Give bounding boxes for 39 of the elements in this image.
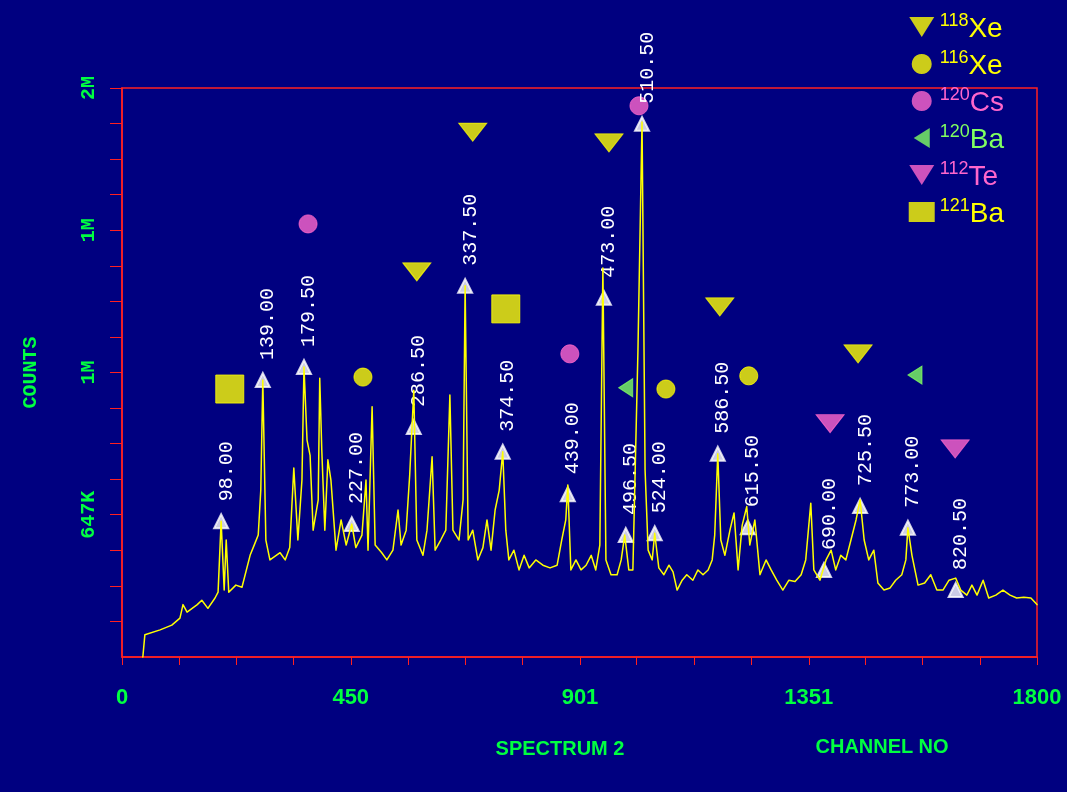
annotation: 615.50 [741, 435, 765, 508]
text: SPECTRUM 2 [495, 737, 625, 759]
point [907, 365, 923, 385]
point [491, 294, 521, 324]
annotation: 773.00 [901, 435, 925, 508]
x-tick-label: 0 [115, 683, 129, 709]
annotation: 374.50 [496, 359, 520, 432]
x-tick-label: 1351 [784, 683, 834, 709]
x-tick-label: 1800 [1012, 683, 1062, 709]
y-tick-label: 2M [76, 75, 100, 101]
annotation: 725.50 [853, 413, 877, 486]
y-tick-label: 1M [76, 218, 100, 243]
annotation: 524.00 [648, 441, 672, 514]
annotation: 337.50 [458, 193, 482, 266]
annotation: 286.50 [407, 334, 431, 407]
y-tick-label: 647K [76, 490, 100, 539]
annotation: 473.00 [597, 205, 621, 278]
point [353, 367, 373, 387]
annotation: 586.50 [711, 361, 735, 434]
point [656, 379, 676, 399]
annotation: 98.00 [214, 441, 238, 502]
annotation: 510.50 [635, 31, 659, 104]
annotation: 820.50 [949, 498, 973, 571]
x-axis-title: CHANNEL NO [815, 735, 949, 757]
annotation: 179.50 [297, 275, 321, 348]
annotation: 139.00 [256, 287, 280, 360]
y-axis-title: COUNTS [18, 336, 42, 409]
x-tick-label: 450 [332, 683, 370, 709]
point [560, 344, 580, 364]
point [947, 582, 964, 599]
annotation: 227.00 [345, 432, 369, 505]
annotation: 439.00 [561, 402, 585, 475]
point [215, 374, 245, 404]
point [618, 378, 634, 398]
point [298, 214, 318, 234]
point [739, 366, 759, 386]
annotation: 690.00 [817, 477, 841, 550]
y-tick-label: 1M [76, 360, 100, 385]
x-tick-label: 901 [561, 683, 599, 709]
